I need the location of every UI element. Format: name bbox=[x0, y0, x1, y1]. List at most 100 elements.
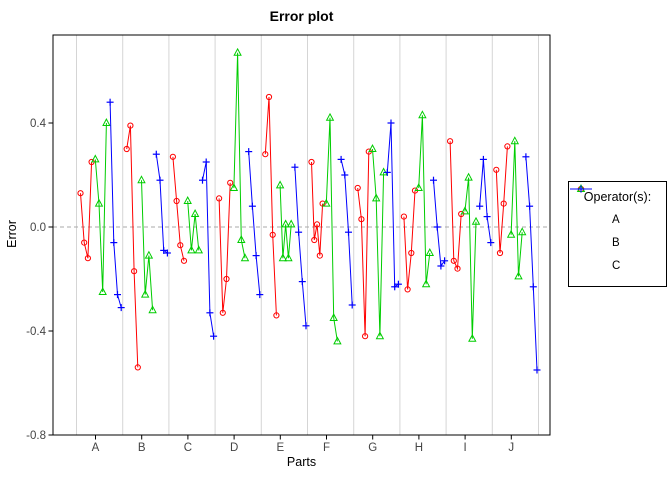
data-point-circle bbox=[269, 231, 276, 238]
series-line-operator-c bbox=[386, 122, 399, 288]
series-line-operator-c bbox=[525, 156, 538, 371]
data-point-circle bbox=[454, 265, 461, 272]
data-point-triangle bbox=[506, 229, 516, 238]
series-line-operator-b bbox=[141, 180, 154, 311]
data-point-triangle bbox=[414, 183, 423, 191]
data-point-triangle bbox=[284, 253, 293, 262]
x-tick-label: J bbox=[508, 442, 514, 454]
series-line-operator-a bbox=[264, 96, 277, 316]
data-point-circle bbox=[316, 252, 323, 259]
legend-entry-label: A bbox=[612, 214, 620, 226]
data-point-triangle bbox=[240, 253, 250, 262]
series-line-operator-b bbox=[464, 177, 477, 339]
data-point-triangle bbox=[425, 248, 435, 256]
y-tick-label: -0.4 bbox=[26, 326, 46, 338]
y-tick-label: 0.0 bbox=[30, 222, 46, 234]
data-point-circle bbox=[308, 158, 315, 166]
data-point-triangle bbox=[286, 219, 296, 228]
data-point-circle bbox=[177, 242, 184, 249]
x-tick-label: H bbox=[415, 442, 423, 454]
data-point-triangle bbox=[190, 209, 200, 217]
data-point-triangle bbox=[510, 136, 520, 145]
data-point-triangle bbox=[194, 245, 204, 254]
data-point-circle bbox=[354, 184, 361, 192]
series-line-operator-a bbox=[403, 190, 416, 290]
series-line-operator-c bbox=[155, 154, 168, 254]
data-point-triangle bbox=[322, 198, 331, 207]
data-point-circle bbox=[219, 309, 226, 316]
data-point-triangle bbox=[460, 206, 470, 215]
x-tick-label: I bbox=[463, 442, 466, 454]
data-point-triangle bbox=[421, 279, 431, 288]
data-point-triangle bbox=[371, 193, 381, 202]
data-point-circle bbox=[496, 249, 504, 257]
data-point-triangle bbox=[237, 235, 246, 243]
data-point-triangle bbox=[379, 167, 388, 176]
data-point-circle bbox=[358, 216, 365, 223]
series-line-operator-b bbox=[372, 148, 385, 337]
green-triangle-line-icon bbox=[570, 184, 602, 250]
data-point-triangle bbox=[514, 271, 523, 280]
data-point-circle bbox=[173, 197, 180, 205]
data-point-circle bbox=[504, 143, 511, 150]
series-line-operator-c bbox=[340, 159, 353, 306]
data-point-triangle bbox=[468, 333, 477, 342]
series-line-operator-b bbox=[418, 115, 431, 285]
data-point-triangle bbox=[91, 154, 100, 163]
data-point-circle bbox=[180, 257, 188, 264]
data-point-circle bbox=[450, 257, 457, 264]
series-line-operator-b bbox=[94, 122, 107, 293]
legend-entry-operator-a: A bbox=[570, 185, 666, 227]
legend-entry-operator-b: B bbox=[570, 184, 666, 250]
series-line-operator-c bbox=[294, 167, 307, 326]
y-tick-label: 0.4 bbox=[30, 118, 47, 130]
data-point-circle bbox=[81, 239, 88, 246]
data-point-triangle bbox=[464, 172, 473, 181]
series-line-operator-a bbox=[218, 182, 231, 313]
data-point-triangle bbox=[183, 196, 192, 204]
data-point-circle bbox=[216, 195, 223, 202]
data-point-triangle bbox=[368, 144, 377, 152]
series-line-operator-c bbox=[202, 161, 215, 337]
legend-entry-label: C bbox=[612, 260, 621, 272]
series-line-operator-a bbox=[449, 141, 462, 271]
series-line-operator-a bbox=[357, 151, 370, 337]
x-tick-label: B bbox=[138, 442, 146, 454]
data-point-circle bbox=[223, 275, 230, 283]
data-point-triangle bbox=[333, 336, 342, 345]
series-line-operator-b bbox=[279, 185, 292, 259]
legend-box: Operator(s): A B C bbox=[568, 181, 667, 287]
data-point-triangle bbox=[229, 183, 239, 191]
series-line-operator-b bbox=[325, 117, 338, 342]
series-line-operator-b bbox=[187, 200, 200, 251]
x-axis-label: Parts bbox=[286, 455, 317, 469]
data-point-circle bbox=[404, 286, 411, 293]
legend-entry-operator-c: C bbox=[570, 185, 666, 273]
red-circle-line-icon bbox=[570, 185, 602, 227]
series-line-operator-b bbox=[233, 52, 246, 259]
x-tick-label: A bbox=[92, 442, 100, 454]
x-tick-label: D bbox=[230, 442, 238, 454]
series-line-operator-c bbox=[479, 159, 492, 243]
plot-panel-border bbox=[52, 34, 551, 436]
data-point-triangle bbox=[102, 118, 111, 126]
data-point-triangle bbox=[517, 227, 527, 236]
series-line-operator-a bbox=[495, 146, 508, 254]
series-line-operator-c bbox=[109, 102, 122, 308]
y-axis-label: Error bbox=[5, 220, 19, 248]
data-point-triangle bbox=[187, 245, 196, 254]
data-point-circle bbox=[127, 122, 134, 129]
data-point-triangle bbox=[278, 253, 288, 262]
data-point-circle bbox=[84, 255, 92, 262]
data-point-triangle bbox=[98, 287, 107, 295]
data-point-triangle bbox=[375, 331, 385, 340]
data-point-circle bbox=[313, 221, 321, 228]
series-line-operator-c bbox=[433, 180, 446, 268]
plus-marker-sample bbox=[570, 185, 592, 193]
data-point-circle bbox=[311, 236, 318, 244]
data-point-triangle bbox=[275, 180, 285, 189]
legend-entry-label: B bbox=[612, 237, 620, 249]
x-tick-label: E bbox=[276, 442, 284, 454]
